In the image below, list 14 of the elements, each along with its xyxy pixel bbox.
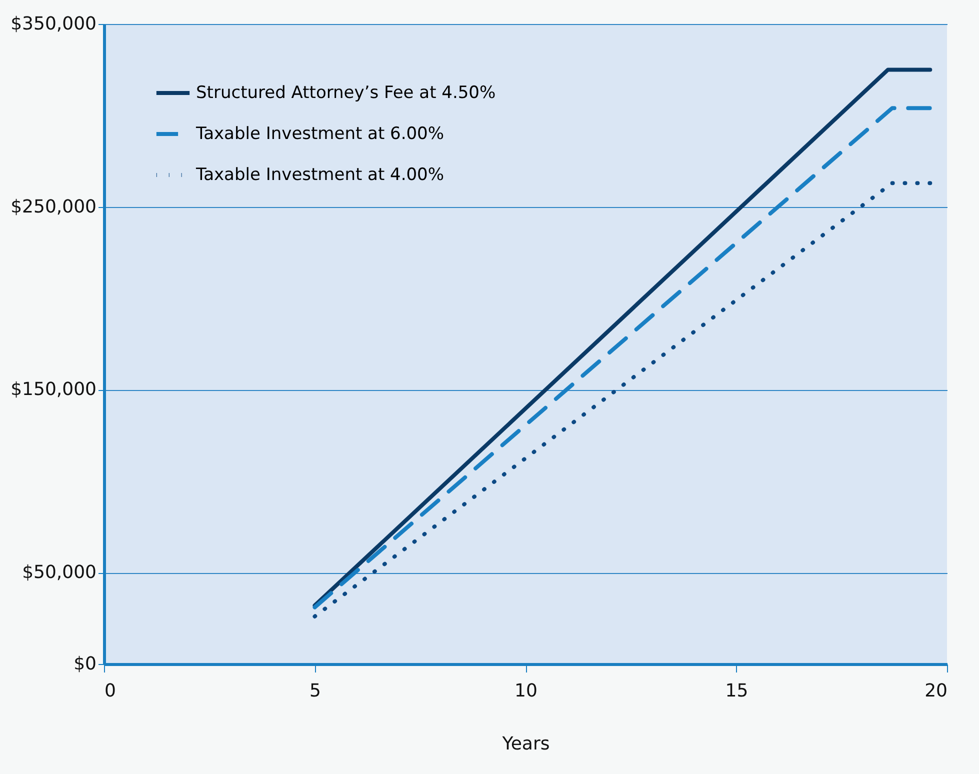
legend-label: Structured Attorney’s Fee at 4.50% [196, 83, 496, 103]
x-axis-title: Years [501, 734, 550, 754]
legend-label: Taxable Investment at 4.00% [195, 165, 444, 185]
y-tick-label: $0 [74, 654, 96, 674]
x-tick-label: 0 [104, 680, 116, 702]
x-tick-label: 10 [514, 680, 538, 702]
x-tick-label: 20 [924, 680, 948, 702]
y-tick-label: $250,000 [10, 196, 96, 218]
x-tick-label: 15 [725, 680, 748, 702]
y-tick-label: $350,000 [10, 14, 96, 34]
legend-label: Taxable Investment at 6.00% [195, 124, 444, 144]
y-tick-label: $50,000 [22, 562, 96, 584]
x-tick-label: 5 [310, 680, 321, 702]
y-tick-label: $150,000 [10, 379, 96, 400]
